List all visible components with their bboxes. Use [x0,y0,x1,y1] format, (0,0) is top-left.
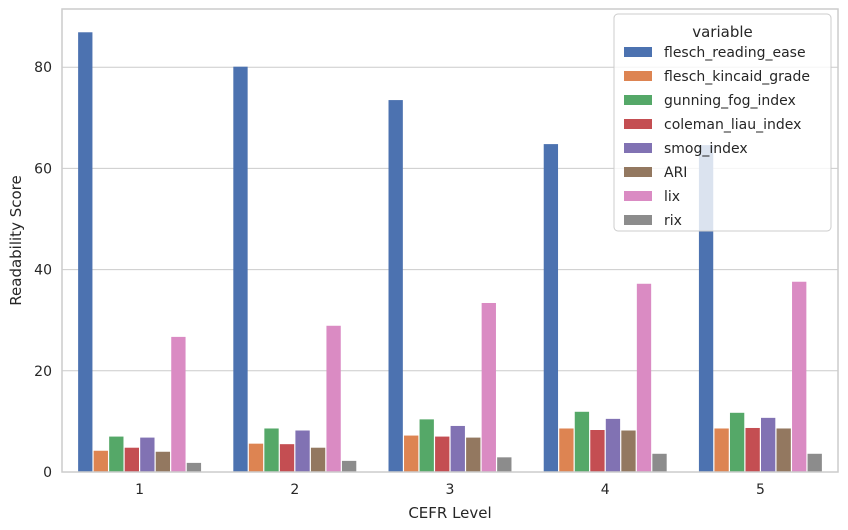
y-tick-label: 40 [34,263,52,279]
bar-rix-5 [807,453,822,472]
bar-gunning-fog-index-3 [419,419,434,472]
legend-label: lix [664,189,680,205]
legend-swatch [624,71,652,81]
y-tick-label: 20 [34,364,52,380]
legend-label: smog_index [664,141,748,157]
y-axis-label: Readability Score [7,175,25,305]
legend-swatch [624,143,652,153]
bar-ari-1 [155,451,171,472]
bar-gunning-fog-index-5 [729,412,745,472]
bar-flesch-reading-ease-3 [388,100,403,472]
bar-coleman-liau-index-4 [590,430,605,472]
legend-swatch [624,119,652,129]
bar-flesch-kincaid-grade-2 [248,443,264,472]
y-tick-label: 60 [34,161,52,177]
legend: variable flesch_reading_ease flesch_kinca… [613,13,832,232]
legend-label: ARI [664,165,687,181]
bar-smog-index-1 [140,437,155,472]
bar-smog-index-4 [605,418,621,472]
x-tick-label: 3 [446,482,455,498]
bar-lix-1 [171,336,186,472]
bar-ari-4 [621,430,636,472]
bar-rix-1 [186,462,202,472]
bar-flesch-kincaid-grade-4 [559,428,574,472]
bar-ari-5 [776,428,791,472]
legend-label: coleman_liau_index [664,117,801,133]
y-axis-ticks: 0 20 40 60 80 [34,60,52,481]
bar-flesch-kincaid-grade-5 [714,428,729,472]
legend-swatch [624,47,652,57]
x-tick-label: 5 [756,482,765,498]
y-tick-label: 80 [34,60,52,76]
x-axis-ticks: 1 2 3 4 5 [135,482,765,498]
bar-ari-2 [310,447,326,472]
bar-coleman-liau-index-2 [279,444,295,472]
x-tick-label: 1 [135,482,144,498]
bar-gunning-fog-index-2 [264,428,279,472]
bar-ari-3 [466,437,481,472]
bar-coleman-liau-index-1 [124,447,139,472]
legend-swatch [624,167,652,177]
legend-box [613,13,832,232]
bar-lix-5 [792,281,807,472]
legend-title: variable [692,23,753,41]
legend-swatch [624,95,652,105]
bar-rix-4 [652,453,667,472]
bar-lix-2 [326,325,341,472]
bar-flesch-reading-ease-4 [543,144,559,472]
legend-label: rix [664,213,682,229]
x-tick-label: 4 [601,482,610,498]
x-tick-label: 2 [290,482,299,498]
legend-swatch [624,215,652,225]
bar-flesch-kincaid-grade-3 [404,435,419,472]
bar-flesch-kincaid-grade-1 [93,450,108,472]
bar-smog-index-2 [295,430,310,472]
bar-coleman-liau-index-5 [745,427,760,472]
bar-flesch-reading-ease-2 [233,66,248,473]
bar-smog-index-5 [761,417,776,472]
legend-label: gunning_fog_index [664,93,796,109]
legend-label: flesch_kincaid_grade [664,69,810,85]
legend-label: flesch_reading_ease [664,45,806,61]
x-axis-label: CEFR Level [408,504,491,522]
bar-rix-2 [341,460,357,472]
y-tick-label: 0 [43,465,52,481]
bar-rix-3 [497,457,512,472]
bar-gunning-fog-index-1 [109,436,124,472]
bar-smog-index-3 [450,425,465,472]
plot-frame [61,8,839,473]
bar-gunning-fog-index-4 [574,411,590,472]
bar-lix-4 [636,283,652,472]
bar-lix-3 [481,302,496,472]
bar-coleman-liau-index-3 [435,436,450,472]
legend-swatch [624,191,652,201]
bar-flesch-reading-ease-1 [78,32,93,473]
